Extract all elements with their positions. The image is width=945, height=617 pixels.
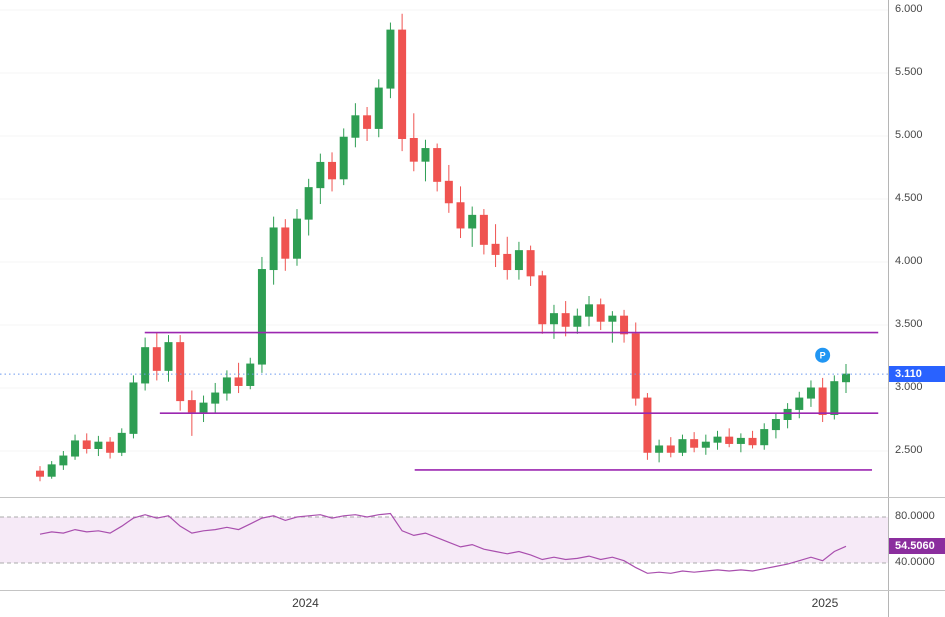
candle-body [386, 29, 395, 89]
candle-body [304, 187, 313, 220]
x-axis-label-year: 2025 [811, 596, 839, 610]
candle-body [631, 333, 640, 399]
rsi-line [39, 512, 847, 574]
candle-body [620, 315, 629, 335]
p-marker-label: P [820, 351, 826, 361]
candle-body [666, 445, 675, 453]
candle-body [176, 342, 185, 402]
candle-body [514, 250, 523, 271]
axis-separator[interactable] [0, 590, 945, 591]
candle-body [59, 455, 68, 466]
price-pane[interactable]: P [0, 0, 888, 497]
candle-body [117, 432, 126, 453]
price-tick-label: 3.000 [895, 380, 923, 393]
price-tick-label: 4.000 [895, 254, 923, 267]
price-tick-label: 5.500 [895, 65, 923, 78]
candle-body [573, 315, 582, 327]
candle-body [690, 439, 699, 448]
candle-body [398, 29, 407, 139]
candle-body [549, 313, 558, 325]
candle-body [818, 387, 827, 415]
candle-body [234, 377, 243, 386]
candle-body [538, 275, 547, 325]
candle-body [164, 342, 173, 371]
candle-body [795, 397, 804, 410]
price-tick-label: 2.500 [895, 444, 923, 456]
candle-body [222, 377, 231, 394]
candle-body [339, 136, 348, 180]
candle-body [129, 382, 138, 434]
candle-body [106, 441, 115, 453]
candle-body [269, 227, 278, 271]
pane-separator[interactable] [0, 497, 945, 498]
candle-body [701, 441, 710, 448]
candle-body [47, 464, 56, 477]
candle-body [643, 397, 652, 453]
candle-body [36, 470, 44, 477]
candlestick-chart[interactable]: P [0, 0, 888, 497]
candle-body [491, 243, 500, 255]
candle-body [152, 347, 161, 371]
candle-body [409, 137, 418, 162]
candle-body [211, 392, 220, 404]
price-tick-label: 6.000 [895, 2, 923, 15]
candle-body [771, 419, 780, 431]
candle-body [71, 440, 80, 457]
rsi-value-tag: 54.5060 [889, 538, 945, 555]
candle-body [82, 440, 91, 449]
candle-body [94, 441, 103, 449]
time-axis[interactable]: 2024 2025 [0, 591, 888, 617]
candle-body [374, 87, 383, 129]
candle-body [760, 429, 769, 446]
candle-body [608, 315, 617, 322]
candle-body [141, 347, 150, 384]
candle-body [596, 304, 605, 322]
candle-body [585, 304, 594, 317]
candle-body [526, 250, 535, 277]
candle-body [678, 439, 687, 453]
p-marker[interactable]: P [814, 346, 832, 364]
candle-body [456, 202, 465, 229]
candle-body [503, 253, 512, 271]
candle-body [561, 313, 570, 327]
x-axis-label-year: 2024 [292, 596, 319, 610]
candle-body [713, 436, 722, 443]
rsi-pane[interactable] [0, 498, 888, 590]
candle-body [725, 436, 734, 444]
rsi-indicator-chart[interactable] [0, 498, 888, 590]
candle-body [479, 214, 488, 245]
candlestick-series [36, 13, 850, 482]
candle-body [433, 148, 442, 182]
candle-body [444, 180, 453, 204]
candle-body [257, 269, 266, 365]
price-tick-label: 5.000 [895, 128, 923, 141]
candle-body [421, 148, 430, 162]
candle-body [736, 437, 745, 444]
candle-body [363, 115, 372, 129]
price-axis[interactable]: 3.110 54.5060 6.000 5.500 5.000 4.500 4.000 3… [888, 0, 945, 617]
candle-body [468, 214, 477, 229]
price-tick-label: 3.500 [895, 317, 923, 330]
candle-body [199, 402, 208, 413]
candle-body [783, 408, 792, 421]
last-price-tag: 3.110 [889, 366, 945, 383]
candle-body [246, 363, 255, 386]
rsi-tick-label: 40.0000 [895, 555, 935, 568]
candle-body [351, 115, 360, 138]
candle-body [842, 373, 850, 383]
candle-body [292, 218, 301, 259]
candle-body [187, 400, 196, 413]
candle-body [655, 445, 664, 453]
candle-body [830, 381, 839, 415]
candle-body [748, 437, 757, 446]
price-tick-label: 4.500 [895, 191, 923, 204]
candle-body [806, 387, 815, 399]
candle-body [281, 227, 290, 259]
candle-body [328, 161, 337, 180]
rsi-tick-label: 80.0000 [895, 509, 935, 522]
candle-body [316, 161, 325, 189]
